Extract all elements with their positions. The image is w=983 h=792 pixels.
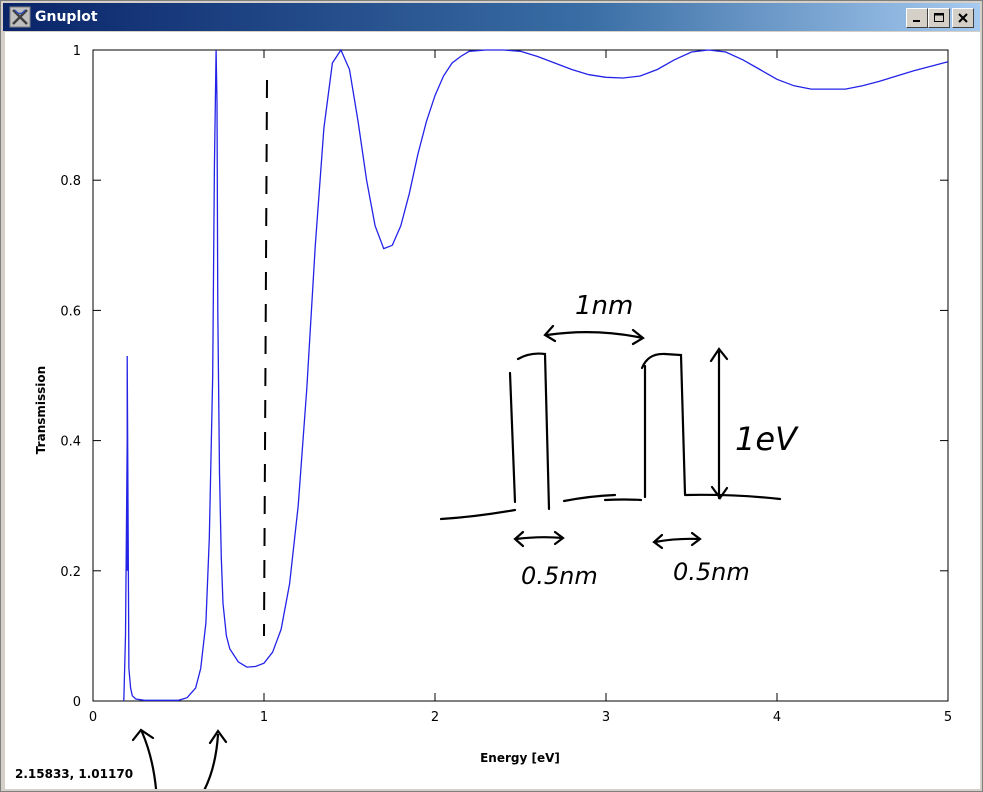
x-tick-label: 4 <box>773 710 781 725</box>
transmission-chart: 0 1 2 3 4 5 0 0.2 0.4 0.6 0.8 1 <box>34 44 952 792</box>
barrier-baseline-right <box>683 493 782 501</box>
y-tick-label: 0 <box>73 695 81 710</box>
arrow-1ev <box>709 347 729 500</box>
annotation-05nm-right: 0.5nm <box>673 558 750 586</box>
title-bar[interactable]: Gnuplot <box>3 3 980 31</box>
window-title: Gnuplot <box>35 9 98 25</box>
y-axis-title: Transmission <box>34 366 48 454</box>
y-tick-label: 0.6 <box>60 304 81 319</box>
annotation-1ev: 1eV <box>735 420 799 458</box>
x-tick-label: 1 <box>260 710 268 725</box>
dashed-marker-line <box>263 79 268 637</box>
barrier-right <box>640 352 687 499</box>
barrier-middle-floor <box>562 493 643 503</box>
pointer-arrow-1 <box>131 728 158 792</box>
maximize-icon <box>934 13 944 22</box>
transmission-curve <box>123 48 949 702</box>
x-tick-label: 3 <box>602 710 610 725</box>
cursor-coordinates: 2.15833, 1.01170 <box>9 763 134 785</box>
double-barrier-sketch <box>131 324 782 792</box>
minimize-icon <box>913 20 920 22</box>
annotation-05nm-left: 0.5nm <box>521 562 598 590</box>
window-controls <box>906 8 974 28</box>
arrow-1nm <box>543 324 645 346</box>
x-tick-label: 5 <box>944 710 952 725</box>
barrier-left <box>508 352 551 511</box>
pointer-arrow-2 <box>201 729 228 792</box>
y-tick-label: 0.2 <box>60 565 81 580</box>
gnuplot-app-icon <box>9 6 31 28</box>
close-icon <box>958 13 968 23</box>
maximize-button[interactable] <box>928 8 950 28</box>
barrier-baseline-left <box>439 508 517 521</box>
x-tick-label: 0 <box>89 710 97 725</box>
y-tick-label: 1 <box>73 44 81 59</box>
minimize-button[interactable] <box>906 8 928 28</box>
plot-canvas[interactable]: 0 1 2 3 4 5 0 0.2 0.4 0.6 0.8 1 <box>5 32 980 792</box>
y-tick-label: 0.8 <box>60 174 81 189</box>
arrow-left-05nm <box>513 530 565 548</box>
y-tick-label: 0.4 <box>60 435 81 450</box>
x-tick-label: 2 <box>431 710 439 725</box>
annotation-1nm: 1nm <box>575 291 633 321</box>
plot-frame <box>92 49 949 702</box>
arrow-right-05nm <box>652 531 702 550</box>
close-button[interactable] <box>952 8 974 28</box>
x-axis-title: Energy [eV] <box>480 751 560 765</box>
hand-drawn-annotations: 1nm 1eV 0.5nm 0.5nm <box>131 79 799 792</box>
